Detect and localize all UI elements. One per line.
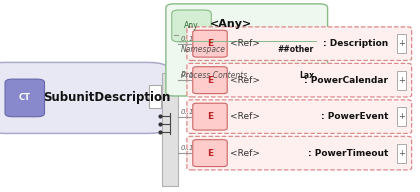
Text: E: E — [207, 76, 213, 85]
Text: 0..1: 0..1 — [181, 72, 194, 78]
Text: Process Contents: Process Contents — [181, 71, 247, 80]
Text: : Description: : Description — [323, 39, 389, 48]
Text: SubunitDescription: SubunitDescription — [43, 91, 170, 104]
Text: Namespace: Namespace — [181, 45, 226, 54]
FancyBboxPatch shape — [193, 67, 227, 94]
Text: <Ref>: <Ref> — [230, 149, 260, 158]
Text: +: + — [398, 76, 405, 85]
Bar — [397, 71, 406, 90]
Bar — [397, 107, 406, 126]
FancyBboxPatch shape — [187, 27, 412, 60]
Text: Any: Any — [184, 22, 199, 30]
Text: ##other: ##other — [278, 45, 314, 54]
Text: : PowerCalendar: : PowerCalendar — [304, 76, 388, 85]
FancyBboxPatch shape — [187, 100, 412, 133]
FancyBboxPatch shape — [5, 79, 45, 117]
FancyBboxPatch shape — [193, 30, 227, 57]
Text: CT: CT — [19, 94, 31, 102]
Text: 0..1: 0..1 — [181, 109, 194, 115]
FancyBboxPatch shape — [187, 63, 412, 97]
FancyBboxPatch shape — [0, 62, 171, 133]
Text: +: + — [398, 39, 405, 48]
Text: E: E — [207, 39, 213, 48]
Bar — [397, 144, 406, 163]
Text: +: + — [398, 112, 405, 121]
Text: E: E — [207, 112, 213, 121]
Text: <Ref>: <Ref> — [230, 39, 260, 48]
Text: 0..1: 0..1 — [181, 36, 194, 42]
Text: Lax: Lax — [299, 71, 314, 80]
Text: <Any>: <Any> — [210, 19, 252, 29]
Text: <Ref>: <Ref> — [230, 76, 260, 85]
Bar — [162, 73, 178, 186]
FancyBboxPatch shape — [166, 4, 328, 96]
Text: <Ref>: <Ref> — [230, 112, 260, 121]
FancyBboxPatch shape — [187, 136, 412, 170]
Text: 0..1: 0..1 — [181, 145, 194, 151]
Bar — [397, 34, 406, 53]
FancyBboxPatch shape — [172, 10, 211, 42]
Bar — [149, 85, 161, 108]
FancyBboxPatch shape — [193, 103, 227, 130]
Text: : PowerEvent: : PowerEvent — [321, 112, 388, 121]
FancyBboxPatch shape — [193, 140, 227, 166]
Text: : PowerTimeout: : PowerTimeout — [308, 149, 388, 158]
Text: E: E — [207, 149, 213, 158]
Text: +: + — [398, 149, 405, 158]
